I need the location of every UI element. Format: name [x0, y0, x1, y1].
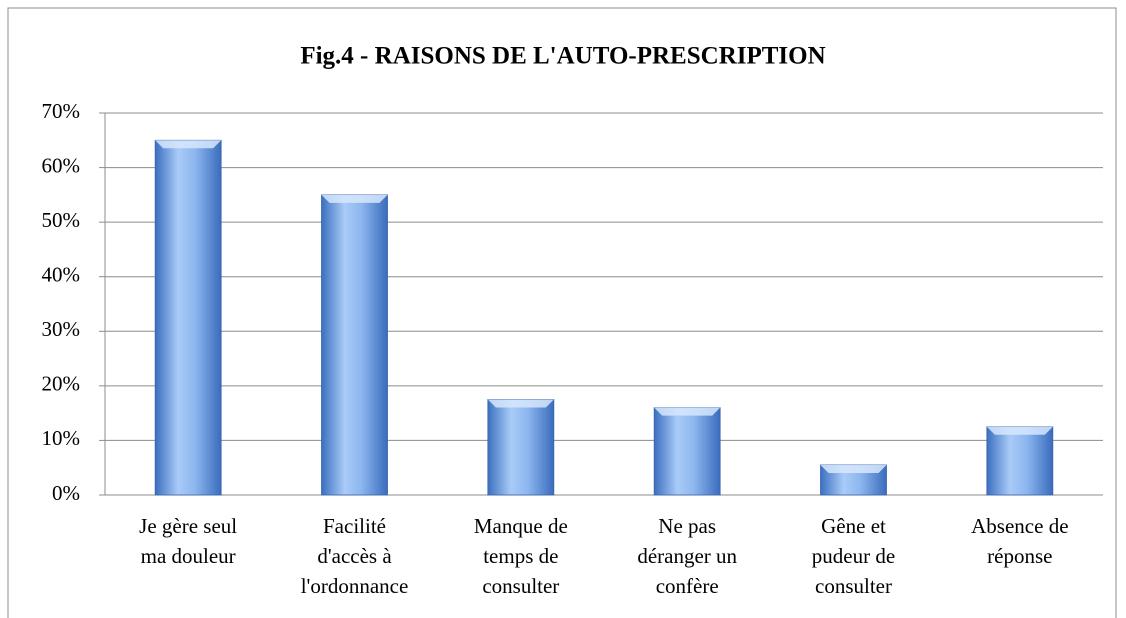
chart-title: Fig.4 - RAISONS DE L'AUTO-PRESCRIPTION [300, 43, 825, 70]
x-tick-label: Je gère seul [139, 514, 237, 538]
bar-bevel [820, 464, 887, 473]
bar-bevel [654, 407, 721, 416]
x-tick-label: ma douleur [141, 544, 236, 568]
x-tick-label: réponse [987, 544, 1052, 568]
x-tick-label: Manque de [474, 514, 568, 538]
bar [321, 194, 388, 496]
y-tick-label: 0% [52, 481, 80, 505]
bar [986, 426, 1054, 496]
y-tick-label: 20% [42, 372, 81, 396]
bar [154, 139, 222, 496]
x-tick-label: l'ordonnance [301, 574, 409, 598]
bar-bevel [986, 426, 1053, 435]
x-tick-label: consulter [482, 574, 559, 598]
x-tick-label: temps de [483, 544, 558, 568]
bar-bevel [487, 399, 554, 408]
y-tick-label: 30% [42, 317, 81, 341]
x-tick-label: Facilité [323, 514, 386, 538]
x-tick-label: Gêne et [821, 514, 886, 538]
x-tick-label: Ne pas [658, 514, 716, 538]
x-tick-label: Absence de [971, 514, 1068, 538]
y-tick-label: 50% [42, 208, 81, 232]
y-tick-label: 70% [42, 99, 81, 123]
x-tick-label: consulter [815, 574, 892, 598]
y-tick-label: 10% [42, 426, 81, 450]
x-tick-label: déranger un [637, 544, 737, 568]
y-tick-label: 40% [42, 263, 81, 287]
bar [487, 399, 555, 496]
x-tick-label: d'accès à [317, 544, 392, 568]
x-tick-label: pudeur de [812, 544, 895, 568]
bar [653, 407, 721, 496]
x-tick-label: confère [656, 574, 719, 598]
chart-border [7, 7, 1117, 618]
bar-bevel [155, 140, 222, 149]
bar-bevel [321, 194, 388, 203]
y-tick-label: 60% [42, 153, 81, 177]
